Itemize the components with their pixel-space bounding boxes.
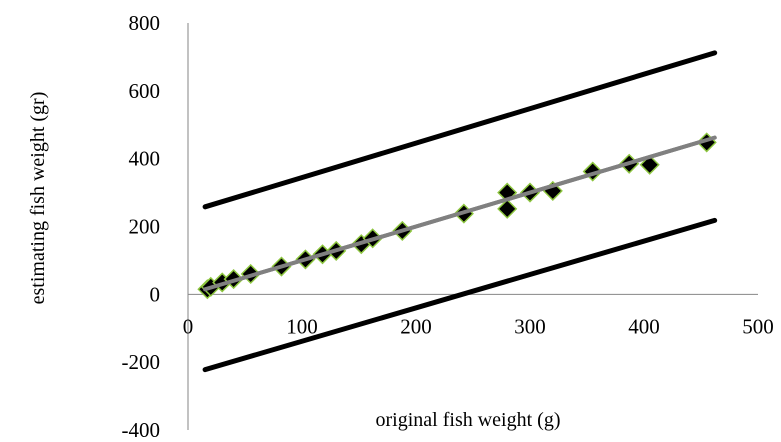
- lower-limit-line: [202, 217, 718, 373]
- y-tick-label: 600: [129, 79, 161, 103]
- axes: [187, 23, 758, 430]
- x-tick-label: 400: [628, 314, 660, 338]
- x-tick-label: 200: [400, 314, 432, 338]
- y-tick-label: 200: [129, 215, 161, 239]
- y-tick-label: -200: [122, 350, 161, 374]
- upper-limit-line: [202, 50, 718, 210]
- x-tick-label: 100: [286, 314, 318, 338]
- y-tick-label: -400: [122, 418, 161, 437]
- data-point: [497, 198, 518, 219]
- y-tick-label: 0: [150, 282, 161, 306]
- y-tick-label: 400: [129, 147, 161, 171]
- tick-labels: -400 -200 0 200 400 600 800 0 100 200 300 400 500: [122, 11, 774, 442]
- y-axis-title: estimating fish weight (gr): [27, 92, 49, 305]
- x-tick-label: 0: [183, 314, 194, 338]
- y-tick-label: 800: [129, 11, 161, 35]
- x-tick-label: 500: [742, 314, 774, 338]
- x-axis-title: original fish weight (g): [376, 409, 561, 431]
- data-points: [197, 132, 717, 300]
- x-tick-label: 300: [514, 314, 546, 338]
- fit-line-overlay: [203, 135, 717, 292]
